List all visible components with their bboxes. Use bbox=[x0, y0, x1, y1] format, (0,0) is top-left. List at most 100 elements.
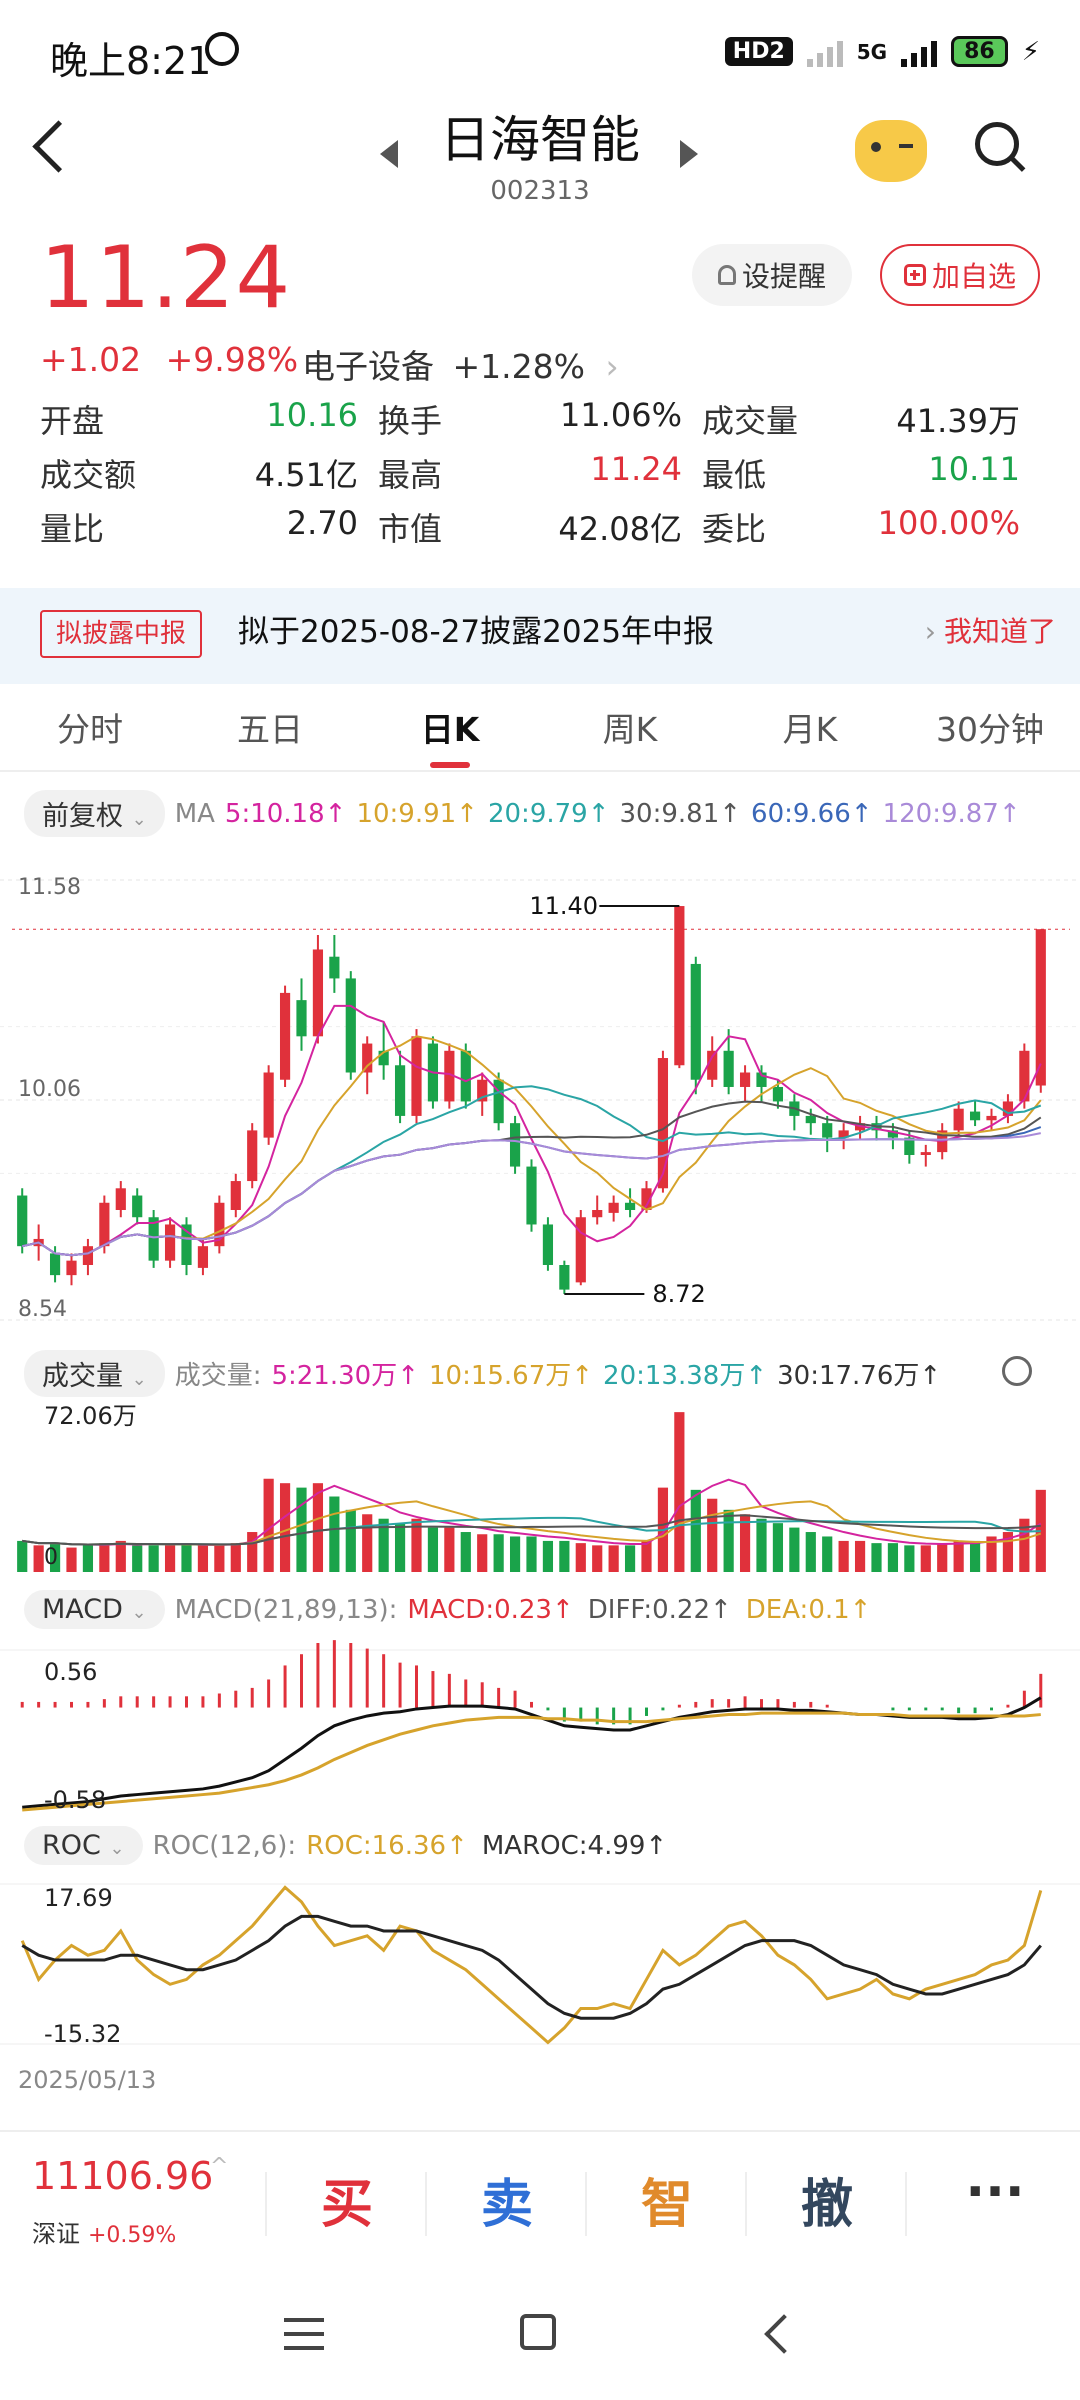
sector-name: 电子设备 bbox=[302, 347, 434, 386]
candle bbox=[1035, 929, 1046, 1086]
sell-button[interactable]: 卖 bbox=[480, 2175, 533, 2235]
stat-cell: 市值 42.08亿 bbox=[378, 504, 702, 550]
volume-bar bbox=[132, 1545, 143, 1572]
candle bbox=[197, 1246, 209, 1268]
divider bbox=[0, 770, 1080, 772]
volume-bar bbox=[772, 1523, 784, 1572]
candle bbox=[641, 1188, 652, 1210]
stat-cell: 成交量 41.39万 bbox=[702, 396, 1040, 442]
volume-bar bbox=[115, 1540, 126, 1572]
stat-cell: 委比 100.00% bbox=[702, 504, 1040, 550]
stat-value: 2.70 bbox=[286, 504, 359, 542]
tab-intraday[interactable]: 分时 bbox=[57, 710, 123, 749]
tab-five-day[interactable]: 五日 bbox=[237, 710, 303, 749]
next-stock-icon[interactable] bbox=[680, 140, 698, 168]
volume-bar bbox=[460, 1532, 471, 1572]
volume-bar bbox=[296, 1487, 307, 1572]
cancel-order-button[interactable]: 撤 bbox=[800, 2175, 853, 2235]
stat-value: 42.08亿 bbox=[558, 510, 682, 548]
candle bbox=[953, 1108, 964, 1131]
buy-button[interactable]: 买 bbox=[320, 2175, 373, 2235]
volume-bar bbox=[247, 1532, 258, 1572]
volume-prefix: 成交量: bbox=[174, 1361, 262, 1391]
settings-icon[interactable] bbox=[1002, 1356, 1032, 1386]
volume-bar bbox=[17, 1540, 28, 1572]
legend-value: 20:13.38万↑ bbox=[603, 1361, 768, 1391]
start-date-label: 2025/05/13 bbox=[18, 2066, 157, 2094]
candlestick-chart[interactable]: 11.58 10.06 8.54 11.40 8.72 bbox=[0, 860, 1080, 1340]
volume-bar bbox=[312, 1483, 324, 1572]
mascot-icon[interactable] bbox=[855, 120, 927, 182]
stat-label: 成交额 bbox=[40, 456, 137, 494]
prev-stock-icon[interactable] bbox=[380, 140, 398, 168]
volume-bar bbox=[378, 1518, 389, 1572]
adjust-dropdown[interactable]: 前复权 ⌄ bbox=[24, 790, 165, 837]
volume-bar bbox=[49, 1543, 61, 1572]
volume-bar bbox=[707, 1498, 718, 1572]
volume-bar bbox=[1019, 1518, 1030, 1572]
macd-chart[interactable]: 0.56 -0.58 bbox=[0, 1640, 1080, 1820]
roc-chart[interactable]: 17.69 -15.32 bbox=[0, 1874, 1080, 2054]
chevron-down-icon: ⌄ bbox=[131, 809, 147, 830]
stat-cell: 量比 2.70 bbox=[40, 504, 378, 550]
volume-bar bbox=[953, 1540, 964, 1572]
network-label: 5G bbox=[856, 39, 888, 64]
dea-line bbox=[22, 1711, 1041, 1812]
volume-bar bbox=[887, 1543, 899, 1572]
index-value[interactable]: 11106.96 bbox=[32, 2154, 214, 2198]
divider bbox=[905, 2172, 907, 2236]
candle bbox=[723, 1050, 734, 1087]
more-button[interactable]: ··· bbox=[965, 2162, 1025, 2222]
candle bbox=[132, 1195, 143, 1218]
tab-daily-k[interactable]: 日K bbox=[360, 690, 540, 770]
axis-label: 10.06 bbox=[18, 1077, 81, 1102]
trade-bar: 11106.96 ^ 深证 +0.59% 买 卖 智 撤 ··· bbox=[0, 2130, 1080, 2272]
home-icon[interactable] bbox=[520, 2314, 556, 2350]
add-watchlist-button[interactable]: 加自选 bbox=[880, 244, 1040, 306]
volume-bar bbox=[871, 1543, 882, 1572]
ma-values: 5:10.18↑ 10:9.91↑ 20:9.79↑ 30:9.81↑ 60:9.66↑… bbox=[225, 799, 1021, 829]
set-alert-button[interactable]: 设提醒 bbox=[692, 244, 852, 306]
volume-chart[interactable]: 72.06万 0 bbox=[0, 1400, 1080, 1580]
smart-button[interactable]: 智 bbox=[640, 2175, 693, 2235]
volume-bar bbox=[411, 1518, 422, 1572]
candle bbox=[969, 1111, 981, 1121]
dismiss-notice-button[interactable]: › 我知道了 bbox=[925, 610, 1056, 654]
quote-stats: 开盘 10.16 换手 11.06% 成交量 41.39万 成交额 4.51亿 最高 11.24 最… bbox=[40, 392, 1040, 554]
macd-dropdown[interactable]: MACD ⌄ bbox=[24, 1590, 165, 1629]
volume-bar bbox=[739, 1514, 751, 1572]
candle bbox=[17, 1195, 28, 1247]
search-icon[interactable] bbox=[975, 122, 1019, 166]
axis-label: 8.72 bbox=[652, 1280, 705, 1308]
candle bbox=[493, 1079, 504, 1124]
candle bbox=[477, 1079, 488, 1102]
candle bbox=[214, 1202, 225, 1247]
volume-bar bbox=[641, 1540, 652, 1572]
candle bbox=[411, 1036, 422, 1116]
sector-link[interactable]: 电子设备 +1.28% › bbox=[302, 340, 619, 388]
ma-legend: 前复权 ⌄ MA 5:10.18↑ 10:9.91↑ 20:9.79↑ 30:9.81… bbox=[24, 790, 1021, 837]
volume-bar bbox=[444, 1527, 455, 1572]
alarm-icon bbox=[205, 32, 239, 66]
stat-cell: 最高 11.24 bbox=[378, 450, 702, 496]
tab-monthly-k[interactable]: 月K bbox=[782, 710, 838, 749]
volume-bar bbox=[329, 1496, 340, 1572]
candle bbox=[657, 1058, 669, 1189]
back-nav-icon[interactable] bbox=[764, 2314, 804, 2354]
candle bbox=[624, 1202, 636, 1210]
tab-weekly-k[interactable]: 周K bbox=[602, 710, 658, 749]
legend-value: 30:17.76万↑ bbox=[777, 1361, 942, 1391]
menu-icon[interactable] bbox=[284, 2318, 324, 2350]
volume-bar bbox=[542, 1540, 554, 1572]
roc-dropdown[interactable]: ROC ⌄ bbox=[24, 1826, 143, 1865]
candle bbox=[739, 1072, 751, 1087]
candle bbox=[592, 1210, 603, 1218]
candle bbox=[312, 949, 324, 1037]
volume-bar bbox=[477, 1534, 488, 1572]
volume-values: 5:21.30万↑ 10:15.67万↑ 20:13.38万↑ 30:17.76万↑ bbox=[271, 1355, 941, 1392]
volume-dropdown[interactable]: 成交量 ⌄ bbox=[24, 1350, 165, 1397]
candle bbox=[756, 1072, 767, 1087]
tab-30min[interactable]: 30分钟 bbox=[936, 710, 1044, 749]
candle bbox=[772, 1086, 784, 1102]
stat-value: 11.06% bbox=[559, 396, 682, 434]
